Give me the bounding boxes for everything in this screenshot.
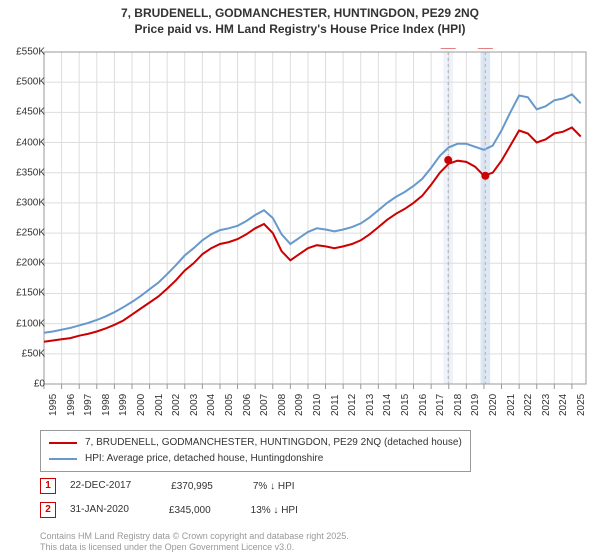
marker-delta-1: 7% ↓ HPI (253, 481, 295, 492)
marker-price-1: £370,995 (171, 481, 213, 492)
chart-svg: 12 (40, 48, 590, 418)
xtick-label: 2018 (453, 394, 464, 416)
xtick-label: 2020 (488, 394, 499, 416)
ytick-label: £400K (5, 137, 45, 148)
xtick-label: 2017 (435, 394, 446, 416)
legend-label-price: 7, BRUDENELL, GODMANCHESTER, HUNTINGDON,… (85, 435, 462, 451)
xtick-label: 2011 (330, 394, 341, 416)
xtick-label: 2005 (224, 394, 235, 416)
legend-swatch-price (49, 442, 77, 444)
xtick-label: 2010 (312, 394, 323, 416)
legend-swatch-hpi (49, 458, 77, 460)
ytick-label: £200K (5, 258, 45, 269)
ytick-label: £450K (5, 107, 45, 118)
legend-row-hpi: HPI: Average price, detached house, Hunt… (49, 451, 462, 467)
legend-row-price: 7, BRUDENELL, GODMANCHESTER, HUNTINGDON,… (49, 435, 462, 451)
marker-row-1: 1 22-DEC-2017 £370,995 7% ↓ HPI (40, 478, 295, 494)
ytick-label: £100K (5, 318, 45, 329)
marker-badge-1: 1 (40, 478, 56, 494)
ytick-label: £50K (5, 348, 45, 359)
marker-row-2: 2 31-JAN-2020 £345,000 13% ↓ HPI (40, 502, 298, 518)
xtick-label: 1998 (101, 394, 112, 416)
legend-box: 7, BRUDENELL, GODMANCHESTER, HUNTINGDON,… (40, 430, 471, 472)
xtick-label: 2012 (347, 394, 358, 416)
marker-price-2: £345,000 (169, 505, 211, 516)
marker-date-2: 31-JAN-2020 (70, 504, 129, 515)
xtick-label: 2015 (400, 394, 411, 416)
marker-delta-2: 13% ↓ HPI (251, 505, 298, 516)
xtick-label: 2022 (523, 394, 534, 416)
xtick-label: 2001 (154, 394, 165, 416)
xtick-label: 2000 (136, 394, 147, 416)
xtick-label: 2025 (576, 394, 587, 416)
xtick-label: 1996 (66, 394, 77, 416)
marker-badge-2: 2 (40, 502, 56, 518)
ytick-label: £350K (5, 167, 45, 178)
xtick-label: 2014 (382, 394, 393, 416)
xtick-label: 2009 (294, 394, 305, 416)
xtick-label: 2021 (506, 394, 517, 416)
xtick-label: 1999 (118, 394, 129, 416)
attribution-line1: Contains HM Land Registry data © Crown c… (40, 531, 349, 543)
xtick-label: 2006 (242, 394, 253, 416)
xtick-label: 2002 (171, 394, 182, 416)
xtick-label: 2004 (206, 394, 217, 416)
ytick-label: £250K (5, 228, 45, 239)
chart-title: 7, BRUDENELL, GODMANCHESTER, HUNTINGDON,… (0, 0, 600, 37)
ytick-label: £150K (5, 288, 45, 299)
xtick-label: 2019 (470, 394, 481, 416)
xtick-label: 1995 (48, 394, 59, 416)
legend-label-hpi: HPI: Average price, detached house, Hunt… (85, 451, 323, 467)
ytick-label: £550K (5, 47, 45, 58)
ytick-label: £300K (5, 197, 45, 208)
chart-area: 12 (40, 48, 590, 418)
xtick-label: 2007 (259, 394, 270, 416)
ytick-label: £0 (5, 379, 45, 390)
title-line1: 7, BRUDENELL, GODMANCHESTER, HUNTINGDON,… (0, 6, 600, 22)
title-line2: Price paid vs. HM Land Registry's House … (0, 22, 600, 38)
xtick-label: 2003 (189, 394, 200, 416)
xtick-label: 2016 (418, 394, 429, 416)
attribution-line2: This data is licensed under the Open Gov… (40, 542, 349, 554)
attribution: Contains HM Land Registry data © Crown c… (40, 531, 349, 554)
xtick-label: 2013 (365, 394, 376, 416)
ytick-label: £500K (5, 77, 45, 88)
xtick-label: 2023 (541, 394, 552, 416)
xtick-label: 1997 (83, 394, 94, 416)
xtick-label: 2008 (277, 394, 288, 416)
marker-date-1: 22-DEC-2017 (70, 480, 131, 491)
xtick-label: 2024 (558, 394, 569, 416)
